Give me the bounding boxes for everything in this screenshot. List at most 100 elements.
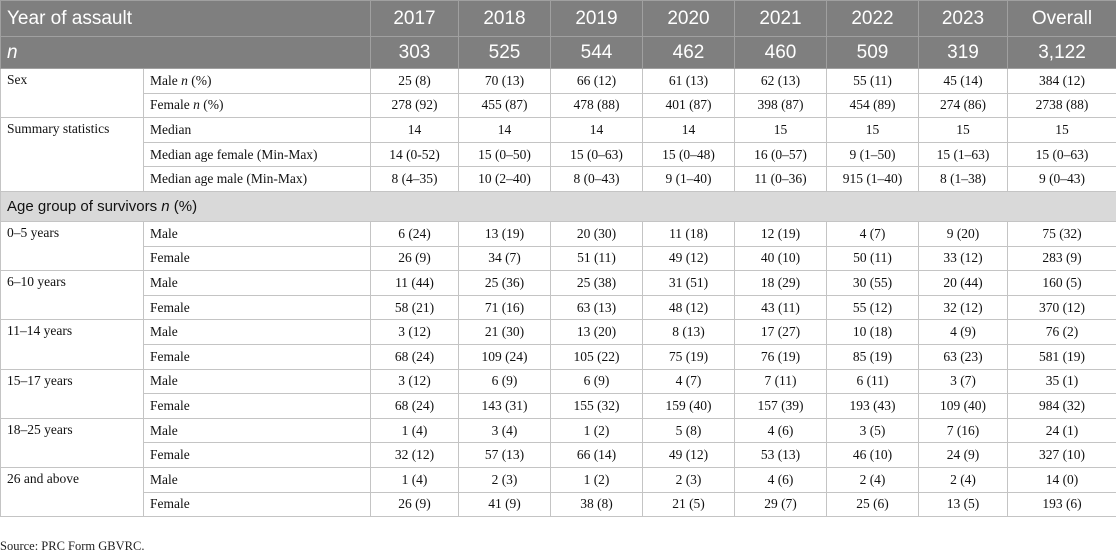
value-cell: 38 (8) bbox=[550, 491, 643, 518]
value-cell: 1 (4) bbox=[370, 466, 459, 493]
group-cell: 11–14 years bbox=[0, 319, 144, 370]
label-part: Female bbox=[150, 496, 190, 512]
value-cell: 4 (6) bbox=[734, 417, 827, 444]
value-cell: 32 (12) bbox=[918, 294, 1008, 321]
group-label: Summary statistics bbox=[7, 121, 110, 137]
row-label-cell: Female bbox=[143, 294, 371, 321]
cell-value: 16 (0–57) bbox=[754, 146, 807, 162]
value-cell: 8 (13) bbox=[642, 319, 735, 345]
header-cell: 2019 bbox=[550, 0, 643, 37]
section-row: Age group of survivors n (%) bbox=[0, 190, 1116, 222]
value-cell: 18 (29) bbox=[734, 270, 827, 296]
value-cell: 4 (7) bbox=[826, 220, 919, 247]
value-cell: 40 (10) bbox=[734, 245, 827, 272]
cell-value: 4 (6) bbox=[767, 422, 794, 438]
cell-value: 14 (0) bbox=[1045, 471, 1079, 487]
value-cell: 8 (4–35) bbox=[370, 166, 459, 192]
label-part: Female bbox=[150, 348, 190, 364]
value-cell: 1 (2) bbox=[550, 417, 643, 444]
label-part: n bbox=[193, 97, 200, 113]
value-cell: 370 (12) bbox=[1007, 294, 1116, 321]
group-label: 26 and above bbox=[7, 470, 79, 486]
n-value: 462 bbox=[672, 41, 705, 63]
row-label-cell: Male bbox=[143, 319, 371, 345]
cell-value: 14 bbox=[407, 121, 422, 137]
n-cell: 303 bbox=[370, 36, 459, 69]
cell-value: 2738 (88) bbox=[1035, 97, 1089, 113]
value-cell: 13 (20) bbox=[550, 319, 643, 345]
cell-value: 12 (19) bbox=[760, 225, 801, 241]
cell-value: 4 (9) bbox=[950, 324, 976, 340]
value-cell: 70 (13) bbox=[458, 68, 551, 94]
header-cell: Overall bbox=[1007, 0, 1116, 37]
n-cell: 509 bbox=[826, 36, 919, 69]
value-cell: 50 (11) bbox=[826, 245, 919, 272]
cell-value: 66 (14) bbox=[576, 447, 617, 463]
value-cell: 49 (12) bbox=[642, 245, 735, 272]
value-cell: 49 (12) bbox=[642, 442, 735, 468]
value-cell: 57 (13) bbox=[458, 442, 551, 468]
row-label-cell: Male bbox=[143, 466, 371, 493]
cell-value: 10 (2–40) bbox=[478, 171, 531, 187]
header-text: Year of assault bbox=[7, 7, 132, 29]
cell-value: 384 (12) bbox=[1038, 72, 1086, 88]
value-cell: 66 (14) bbox=[550, 442, 643, 468]
cell-value: 50 (11) bbox=[853, 250, 892, 266]
value-cell: 25 (8) bbox=[370, 68, 459, 94]
cell-value: 401 (87) bbox=[665, 97, 712, 113]
header-text: 2018 bbox=[483, 7, 526, 29]
value-cell: 193 (43) bbox=[826, 393, 919, 419]
value-cell: 55 (11) bbox=[826, 68, 919, 94]
value-cell: 13 (5) bbox=[918, 491, 1008, 518]
label-part: n bbox=[181, 72, 188, 88]
cell-value: 15 bbox=[773, 121, 788, 137]
cell-value: 76 (19) bbox=[760, 348, 801, 364]
value-cell: 14 (0) bbox=[1007, 466, 1116, 493]
value-cell: 1 (4) bbox=[370, 417, 459, 444]
n-row: n 303 525 544 462 460 509 319 3,122 bbox=[0, 36, 1116, 69]
value-cell: 193 (6) bbox=[1007, 491, 1116, 518]
row-label-cell: Male n (%) bbox=[143, 68, 371, 94]
value-cell: 15 (0–63) bbox=[550, 141, 643, 168]
value-cell: 10 (18) bbox=[826, 319, 919, 345]
value-cell: 17 (27) bbox=[734, 319, 827, 345]
cell-value: 14 (0-52) bbox=[389, 146, 440, 162]
header-cell: Year of assault bbox=[0, 0, 371, 37]
cell-value: 58 (21) bbox=[394, 299, 435, 315]
group-cell: 6–10 years bbox=[0, 270, 144, 321]
label-part: Female bbox=[150, 447, 190, 463]
label-part: Median age female (Min-Max) bbox=[150, 146, 318, 162]
cell-value: 45 (14) bbox=[943, 72, 983, 88]
cell-value: 4 (7) bbox=[675, 373, 702, 389]
header-cell: 2017 bbox=[370, 0, 459, 37]
value-cell: 384 (12) bbox=[1007, 68, 1116, 94]
value-cell: 15 bbox=[918, 117, 1008, 143]
n-value: 544 bbox=[580, 41, 613, 63]
value-cell: 55 (12) bbox=[826, 294, 919, 321]
cell-value: 9 (0–43) bbox=[1038, 171, 1086, 187]
group-label: 11–14 years bbox=[7, 323, 73, 339]
cell-value: 29 (7) bbox=[764, 496, 797, 512]
value-cell: 45 (14) bbox=[918, 68, 1008, 94]
cell-value: 51 (11) bbox=[577, 250, 616, 266]
value-cell: 14 bbox=[642, 117, 735, 143]
value-cell: 15 bbox=[826, 117, 919, 143]
cell-value: 2 (4) bbox=[859, 471, 886, 487]
cell-value: 10 (18) bbox=[852, 324, 893, 340]
cell-value: 5 (8) bbox=[675, 422, 702, 438]
row-label-cell: Male bbox=[143, 220, 371, 247]
cell-value: 193 (6) bbox=[1042, 496, 1082, 512]
value-cell: 109 (24) bbox=[458, 343, 551, 370]
value-cell: 9 (20) bbox=[918, 220, 1008, 247]
cell-value: 278 (92) bbox=[391, 97, 438, 113]
row-label-cell: Median age male (Min-Max) bbox=[143, 166, 371, 192]
header-text: 2022 bbox=[851, 7, 894, 29]
cell-value: 61 (13) bbox=[668, 72, 709, 88]
value-cell: 14 bbox=[458, 117, 551, 143]
cell-value: 24 (9) bbox=[946, 447, 980, 463]
value-cell: 2 (4) bbox=[918, 466, 1008, 493]
cell-value: 43 (11) bbox=[761, 299, 800, 315]
row-label-cell: Female bbox=[143, 245, 371, 272]
n-value: 319 bbox=[947, 41, 979, 63]
value-cell: 455 (87) bbox=[458, 92, 551, 119]
